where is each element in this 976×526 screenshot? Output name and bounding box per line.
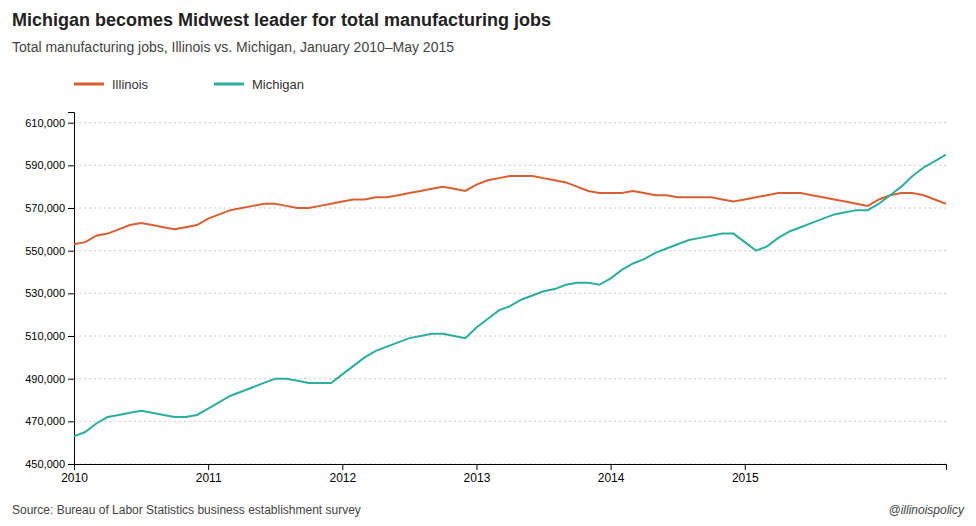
- title: Michigan becomes Midwest leader for tota…: [12, 10, 551, 30]
- x-axis-line: [75, 465, 947, 471]
- y-tick-mark: [68, 421, 74, 422]
- y-tick-label: 450,000: [25, 458, 65, 470]
- x-tick-label: 2010: [61, 471, 88, 485]
- y-tick-label: 490,000: [25, 373, 65, 385]
- grid: [74, 123, 946, 464]
- marks: [74, 155, 946, 437]
- legend-swatch: [74, 83, 104, 86]
- y-tick: 550,000: [25, 245, 74, 257]
- x-tick: 2014: [598, 464, 625, 485]
- x-tick: 2013: [464, 464, 491, 485]
- y-tick-label: 550,000: [25, 245, 65, 257]
- y-tick: 530,000: [25, 287, 74, 299]
- legend-label: Michigan: [252, 77, 304, 92]
- y-tick: 450,000: [25, 458, 74, 470]
- x-tick-mark: [208, 464, 209, 470]
- y-tick-label: 590,000: [25, 159, 65, 171]
- y-tick: 570,000: [25, 202, 74, 214]
- grid-line: [74, 165, 946, 166]
- y-tick-mark: [68, 293, 74, 294]
- grid-line: [74, 250, 946, 251]
- x-tick-mark: [745, 464, 746, 470]
- y-tick-label: 470,000: [25, 415, 65, 427]
- chart: Michigan becomes Midwest leader for tota…: [0, 0, 976, 526]
- y-tick-mark: [68, 165, 74, 166]
- x-tick-mark: [74, 464, 75, 470]
- y-tick-label: 610,000: [25, 117, 65, 129]
- grid-line: [74, 293, 946, 294]
- y-tick-mark: [68, 379, 74, 380]
- watermark: @illinoispolicy: [888, 503, 965, 517]
- y-tick-label: 510,000: [25, 330, 65, 342]
- y-tick: 490,000: [25, 373, 74, 385]
- legend-item: Illinois: [74, 77, 149, 92]
- y-tick-mark: [68, 336, 74, 337]
- x-axis: 2010 2011 2012 2013 2014 2015: [61, 464, 946, 485]
- series-line: [74, 155, 946, 437]
- y-tick: 510,000: [25, 330, 74, 342]
- grid-line: [74, 378, 946, 379]
- grid-line: [74, 208, 946, 209]
- y-tick-mark: [68, 251, 74, 252]
- subtitle: Total manufacturing jobs, Illinois vs. M…: [12, 39, 454, 55]
- x-tick: 2015: [732, 464, 759, 485]
- x-tick-label: 2013: [464, 471, 491, 485]
- y-tick: 610,000: [25, 117, 74, 129]
- x-tick-label: 2014: [598, 471, 625, 485]
- y-tick: 470,000: [25, 415, 74, 427]
- legend-label: Illinois: [112, 77, 149, 92]
- y-axis-line: [68, 113, 75, 465]
- y-tick: 590,000: [25, 159, 74, 171]
- legend-swatch: [214, 83, 244, 86]
- x-tick-mark: [342, 464, 343, 470]
- y-tick-mark: [68, 464, 74, 465]
- legend: Illinois Michigan: [74, 77, 304, 92]
- x-tick-label: 2011: [196, 471, 222, 485]
- y-axis: 450,000 470,000 490,000 510,000 530,000 550,0…: [25, 113, 74, 471]
- x-tick-label: 2015: [732, 471, 759, 485]
- series-line: [74, 176, 946, 244]
- x-tick: 2012: [329, 464, 356, 485]
- legend-item: Michigan: [214, 77, 304, 92]
- source: Source: Bureau of Labor Statistics busin…: [12, 503, 361, 517]
- grid-line: [74, 421, 946, 422]
- grid-line: [74, 122, 946, 123]
- y-tick-mark: [68, 123, 74, 124]
- y-tick-label: 570,000: [25, 202, 65, 214]
- y-tick-mark: [68, 208, 74, 209]
- x-tick: 2010: [61, 464, 88, 485]
- grid-line: [74, 336, 946, 337]
- plot-area: 450,000 470,000 490,000 510,000 530,000 550,0…: [25, 113, 946, 485]
- x-tick: 2011: [196, 464, 222, 485]
- x-tick-mark: [611, 464, 612, 470]
- x-tick-label: 2012: [329, 471, 356, 485]
- y-tick-label: 530,000: [25, 287, 65, 299]
- x-tick-mark: [476, 464, 477, 470]
